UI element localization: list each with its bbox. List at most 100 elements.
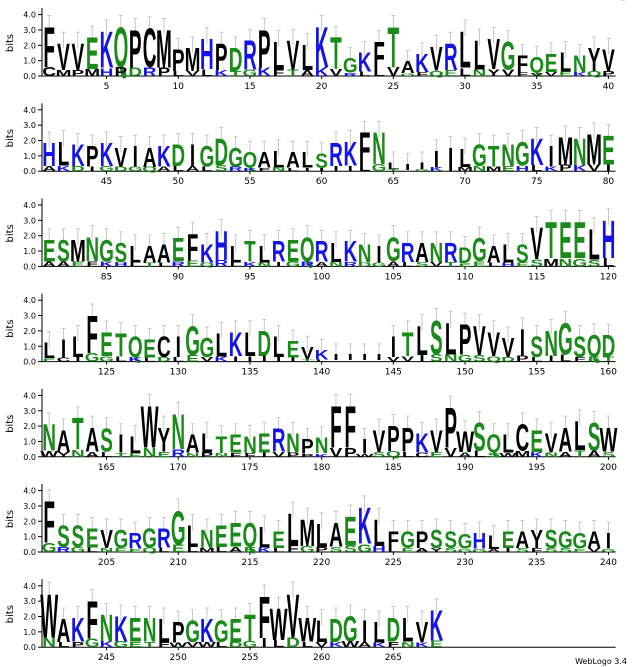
logo-letter: V [473, 318, 486, 364]
logo-letter-minor: L [129, 261, 141, 267]
y-tick-label: 4.0 [23, 201, 36, 210]
logo-letter: A [587, 526, 601, 554]
x-tick-label: 250 [170, 653, 187, 663]
x-tick-label: 50 [173, 177, 185, 187]
logo-letter: F [345, 395, 357, 461]
logo-letter: I [448, 142, 453, 174]
logo-letter: R [243, 32, 257, 78]
logo-letter: S [0, 0, 7, 5]
logo-letter-minor: L [101, 451, 113, 459]
logo-letter-minor: D [71, 165, 85, 173]
logo-letter: H [200, 32, 214, 80]
logo-letter-minor: E [129, 452, 142, 458]
logo-letter-minor: E [129, 547, 142, 553]
logo-letter: L [502, 238, 514, 268]
logo-letter: R [329, 137, 343, 174]
logo-letter: K [358, 47, 372, 79]
x-tick-label: 150 [456, 368, 473, 378]
logo-letter-minor: V [588, 547, 602, 553]
x-tick-label: 75 [531, 177, 542, 187]
logo-letter-minor: Y [487, 68, 500, 79]
logo-letter: S [545, 524, 558, 554]
x-tick-label: 255 [241, 653, 258, 663]
logo-letter-minor: K [257, 547, 272, 554]
logo-letter: N [200, 524, 214, 554]
logo-letter: S [430, 310, 443, 364]
logo-letter-minor: S [330, 546, 343, 554]
logo-letter-minor: L [531, 164, 543, 173]
logo-letter: E [530, 425, 543, 459]
logo-letter: E [559, 213, 572, 270]
logo-letter: G [214, 616, 229, 650]
logo-letter: Q [243, 515, 258, 553]
logo-letter: G [515, 135, 530, 173]
logo-letter: P [459, 317, 472, 365]
logo-letter: Q [587, 330, 602, 364]
logo-letter: P [129, 18, 142, 79]
logo-letter-minor: I [606, 164, 611, 174]
logo-letter-minor: N [473, 165, 487, 173]
logo-letter-minor: K [128, 356, 143, 363]
logo-letter-minor: G [113, 641, 128, 650]
logo-letter: D [386, 611, 400, 649]
logo-letter-minor: P [315, 546, 328, 554]
logo-letter-minor: E [129, 641, 142, 649]
logo-letter: E [502, 526, 515, 554]
y-tick-label: 4.0 [23, 582, 36, 591]
logo-letter: L [230, 240, 242, 268]
logo-letter-minor: W [198, 641, 217, 649]
logo-letter: V [487, 325, 500, 363]
logo-letter-minor: F [416, 71, 428, 78]
logo-letter-minor: Q [200, 261, 215, 268]
logo-letter-minor: S [215, 164, 228, 173]
logo-letter-minor: L [531, 356, 543, 363]
y-tick-label: 0.0 [23, 72, 36, 81]
logo-letter: T [402, 325, 414, 363]
logo-letter: G [171, 501, 186, 555]
logo-letter: R [272, 237, 286, 269]
logo-letter: A [157, 238, 171, 268]
logo-letter-minor: I [262, 636, 267, 650]
x-tick-label: 30 [459, 82, 471, 92]
logo-letter-minor: L [172, 165, 184, 173]
logo-letter: E [215, 520, 228, 554]
logo-letter-minor: L [301, 641, 313, 649]
logo-letter: T [545, 213, 557, 270]
logo-letter: M [557, 129, 573, 174]
logo-letter: H [214, 222, 228, 268]
logo-letter-minor: S [530, 258, 543, 269]
logo-letter-minor: V [186, 70, 199, 78]
logo-letter-minor: L [359, 163, 371, 174]
logo-letter-minor: I [247, 355, 252, 363]
logo-letter: P [387, 420, 400, 460]
logo-letter-minor: L [474, 450, 486, 459]
logo-letter-minor: K [100, 261, 115, 269]
logo-letter-minor: D [229, 641, 243, 649]
logo-letter-minor: S [430, 353, 443, 365]
logo-letter: K [71, 140, 85, 174]
logo-letter: C [157, 332, 171, 364]
logo-letter-minor: Y [57, 451, 70, 459]
logo-letter-minor: P [516, 355, 529, 364]
logo-letter: A [57, 613, 71, 650]
x-tick-label: 90 [173, 272, 185, 282]
logo-letter: M [185, 41, 201, 78]
logo-letter: P [0, 0, 7, 5]
logo-letter-minor: H [501, 261, 515, 268]
logo-letter-minor: S [588, 258, 601, 269]
x-tick-label: 55 [244, 177, 255, 187]
logo-letter-minor: E [430, 451, 443, 459]
logo-letter-minor: G [85, 352, 100, 365]
y-tick-label: 4.0 [23, 391, 36, 400]
logo-letter: K [0, 0, 8, 5]
y-axis-label: bits [5, 34, 16, 52]
logo-letter: P [172, 618, 185, 650]
x-tick-label: 260 [313, 653, 330, 663]
logo-letter: L [574, 413, 586, 459]
logo-letter-minor: K [100, 640, 114, 649]
x-tick-label: 265 [385, 653, 402, 663]
logo-letter-minor: K [573, 164, 587, 173]
logo-letter-minor: I [548, 355, 553, 364]
logo-letter-minor: A [42, 261, 56, 269]
logo-letter: G [558, 315, 573, 365]
